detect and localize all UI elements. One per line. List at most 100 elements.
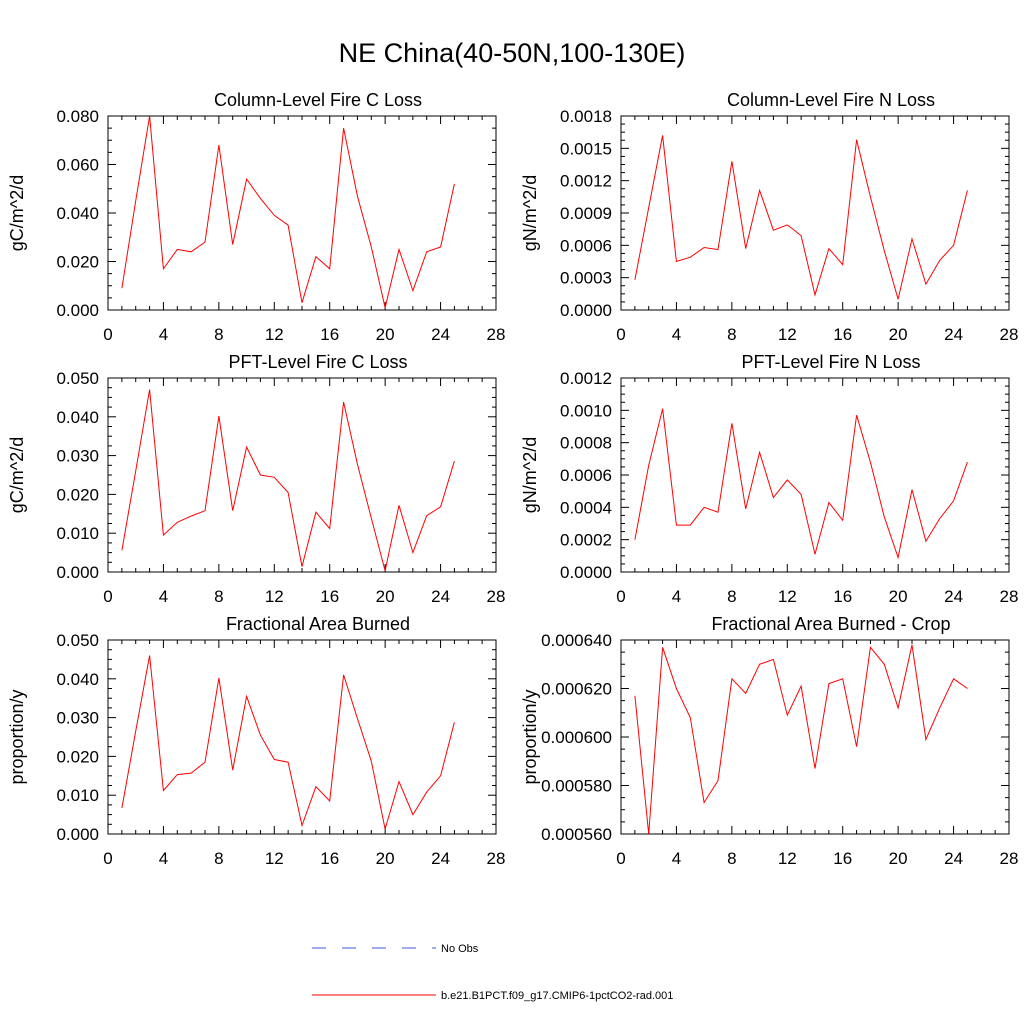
plot-frame — [620, 115, 1010, 311]
x-tick-label: 16 — [833, 849, 852, 868]
x-tick-label: 8 — [727, 849, 736, 868]
y-tick-label: 0.000600 — [541, 728, 612, 747]
x-tick-label: 20 — [376, 849, 395, 868]
x-tick-label: 28 — [487, 325, 506, 344]
y-tick-label: 0.000 — [56, 825, 99, 844]
plot-frame — [107, 639, 497, 835]
y-tick-label: 0.020 — [56, 253, 99, 272]
y-tick-label: 0.0012 — [560, 172, 612, 191]
x-tick-label: 16 — [320, 587, 339, 606]
x-tick-label: 12 — [265, 325, 284, 344]
x-tick-label: 12 — [265, 587, 284, 606]
y-tick-label: 0.0018 — [560, 107, 612, 126]
y-tick-label: 0.000 — [56, 301, 99, 320]
y-tick-label: 0.050 — [56, 631, 99, 650]
x-tick-label: 24 — [944, 849, 963, 868]
y-tick-label: 0.030 — [56, 447, 99, 466]
y-axis-label: gC/m^2/d — [7, 437, 27, 513]
panels: 0 4 8 12 16 20 24 28 0.000 0.020 0.040 0.060 0.080 Co… — [7, 90, 1018, 868]
chart-panel-6: 0 4 8 12 16 20 24 28 0.000560 0.000580 0.000600 0.0… — [520, 614, 1018, 868]
chart-title: Fractional Area Burned — [226, 614, 410, 634]
series-line-1 — [121, 115, 455, 308]
y-tick-label: 0.0006 — [560, 236, 612, 255]
y-axis-label: gC/m^2/d — [7, 175, 27, 251]
y-axis-label: proportion/y — [7, 689, 27, 784]
x-tick-label: 24 — [431, 849, 450, 868]
y-tick-label: 0.0004 — [560, 498, 612, 517]
x-tick-label: 12 — [778, 587, 797, 606]
y-tick-label: 0.0000 — [560, 563, 612, 582]
x-tick-label: 20 — [376, 325, 395, 344]
y-tick-label: 0.0003 — [560, 269, 612, 288]
y-tick-label: 0.0000 — [560, 301, 612, 320]
chart-title: Column-Level Fire C Loss — [214, 90, 422, 110]
x-tick-label: 4 — [159, 325, 168, 344]
x-tick-label: 20 — [889, 587, 908, 606]
y-tick-label: 0.030 — [56, 709, 99, 728]
y-axis-label: proportion/y — [520, 689, 540, 784]
y-tick-label: 0.0015 — [560, 139, 612, 158]
series-line-1 — [634, 135, 968, 300]
x-tick-label: 4 — [159, 849, 168, 868]
plot-frame — [107, 377, 497, 573]
y-tick-label: 0.0006 — [560, 466, 612, 485]
series-line-1 — [634, 408, 968, 560]
x-tick-label: 24 — [431, 325, 450, 344]
plot-frame — [620, 639, 1010, 835]
x-tick-label: 20 — [889, 849, 908, 868]
y-tick-label: 0.040 — [56, 204, 99, 223]
x-tick-label: 28 — [487, 849, 506, 868]
chart-panel-3: 0 4 8 12 16 20 24 28 0.000 0.010 0.020 0.030 0.040 0.… — [7, 352, 505, 606]
chart-panel-5: 0 4 8 12 16 20 24 28 0.000 0.010 0.020 0.030 0.040 0.… — [7, 614, 505, 868]
series-line-1 — [121, 655, 455, 830]
x-tick-label: 28 — [1000, 325, 1019, 344]
x-tick-label: 12 — [778, 325, 797, 344]
x-tick-label: 4 — [672, 587, 681, 606]
chart-title: Fractional Area Burned - Crop — [711, 614, 950, 634]
y-tick-label: 0.050 — [56, 369, 99, 388]
y-tick-label: 0.0009 — [560, 204, 612, 223]
y-tick-label: 0.000560 — [541, 825, 612, 844]
legend: No Obs b.e21.B1PCT.f09_g17.CMIP6-1pctCO2… — [312, 943, 673, 1002]
y-tick-label: 0.010 — [56, 524, 99, 543]
x-tick-label: 8 — [727, 587, 736, 606]
y-tick-label: 0.0012 — [560, 369, 612, 388]
x-tick-label: 24 — [431, 587, 450, 606]
y-tick-label: 0.010 — [56, 786, 99, 805]
chart-panel-2: 0 4 8 12 16 20 24 28 0.0000 0.0003 0.0006 0.0009 0.0… — [520, 90, 1018, 344]
x-tick-label: 28 — [1000, 849, 1019, 868]
x-tick-label: 12 — [265, 849, 284, 868]
chart-title: PFT-Level Fire C Loss — [228, 352, 407, 372]
y-tick-label: 0.0002 — [560, 531, 612, 550]
y-tick-label: 0.000 — [56, 563, 99, 582]
series-line-1 — [634, 644, 968, 835]
y-axis-label: gN/m^2/d — [520, 437, 540, 513]
x-tick-label: 16 — [320, 325, 339, 344]
y-tick-label: 0.000580 — [541, 777, 612, 796]
x-tick-label: 28 — [1000, 587, 1019, 606]
y-tick-label: 0.000620 — [541, 680, 612, 699]
x-tick-label: 0 — [103, 587, 112, 606]
y-tick-label: 0.0010 — [560, 401, 612, 420]
plot-frame — [620, 377, 1010, 573]
x-tick-label: 16 — [833, 587, 852, 606]
x-tick-label: 4 — [159, 587, 168, 606]
y-tick-label: 0.020 — [56, 747, 99, 766]
y-tick-label: 0.020 — [56, 485, 99, 504]
y-tick-label: 0.060 — [56, 156, 99, 175]
chart-title: PFT-Level Fire N Loss — [741, 352, 920, 372]
x-tick-label: 8 — [214, 849, 223, 868]
x-tick-label: 4 — [672, 849, 681, 868]
x-tick-label: 16 — [320, 849, 339, 868]
x-tick-label: 4 — [672, 325, 681, 344]
figure-title: NE China(40-50N,100-130E) — [338, 38, 686, 68]
chart-title: Column-Level Fire N Loss — [727, 90, 935, 110]
x-tick-label: 0 — [103, 325, 112, 344]
x-tick-label: 12 — [778, 849, 797, 868]
y-tick-label: 0.080 — [56, 107, 99, 126]
x-tick-label: 16 — [833, 325, 852, 344]
x-tick-label: 24 — [944, 587, 963, 606]
x-tick-label: 0 — [616, 849, 625, 868]
plot-frame — [107, 115, 497, 311]
